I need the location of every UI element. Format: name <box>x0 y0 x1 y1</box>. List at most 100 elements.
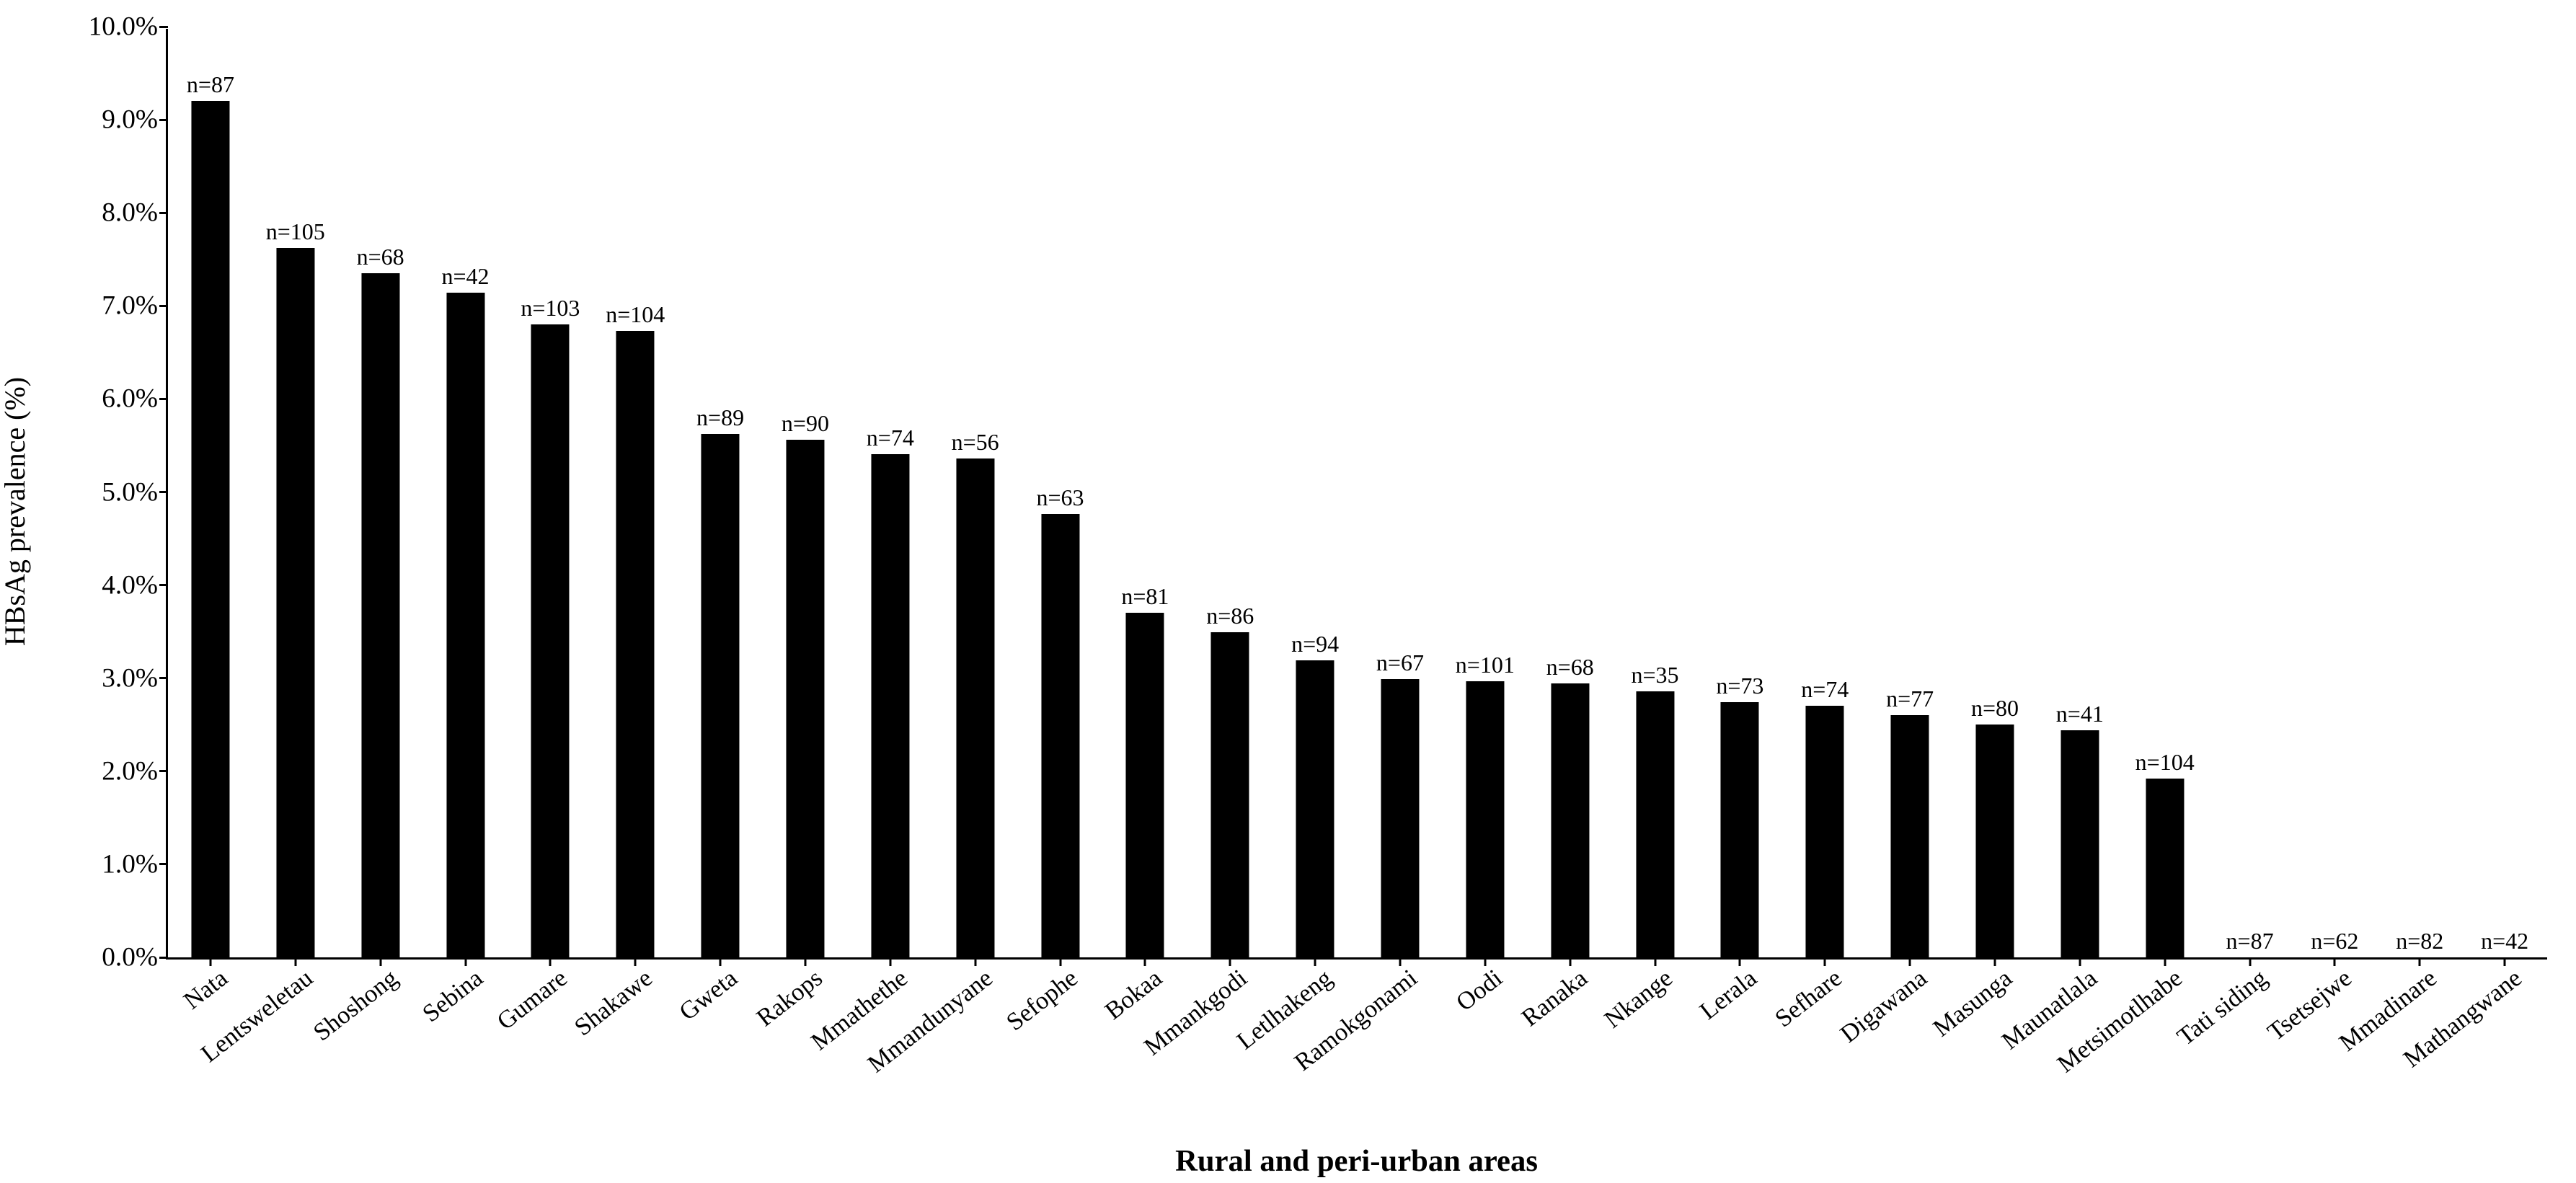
x-tick-label: Tati siding <box>2172 964 2272 1051</box>
y-tick-label: 5.0% <box>102 477 168 508</box>
bar <box>1041 514 1079 957</box>
bar-n-label: n=68 <box>1546 654 1594 683</box>
bar-n-label: n=73 <box>1716 673 1763 702</box>
x-tick-label: Digawana <box>1836 964 1933 1048</box>
bar <box>1466 681 1504 957</box>
bar-slot: n=105Lentsweletau <box>253 29 338 957</box>
bar-chart: HBsAg prevalence (%) 0.0%1.0%2.0%3.0%4.0… <box>0 0 2576 1183</box>
bar <box>956 458 994 957</box>
bar <box>531 324 570 957</box>
bar-n-label: n=82 <box>2396 928 2443 957</box>
bar <box>1551 683 1589 957</box>
bar <box>1296 660 1335 957</box>
bar-slot: n=42Mathangwane <box>2462 29 2547 957</box>
x-tick-label: Ranaka <box>1516 964 1593 1032</box>
y-axis-label: HBsAg prevalence (%) <box>0 46 32 977</box>
x-tick-label: Bokaa <box>1100 964 1168 1025</box>
bar-n-label: n=62 <box>2311 928 2358 957</box>
x-tick-label: Nkange <box>1599 964 1678 1034</box>
bar-n-label: n=77 <box>1886 686 1934 715</box>
x-tick <box>1484 957 1486 966</box>
bar-slot: n=81Bokaa <box>1102 29 1187 957</box>
bar-slot: n=56Mmandunyane <box>933 29 1018 957</box>
bar <box>1891 715 1929 957</box>
bar-n-label: n=89 <box>696 404 744 434</box>
bar-n-label: n=94 <box>1291 631 1339 660</box>
x-tick <box>1144 957 1146 966</box>
x-tick <box>1909 957 1911 966</box>
x-tick <box>1314 957 1316 966</box>
y-tick-label: 4.0% <box>102 570 168 601</box>
bar-n-label: n=90 <box>782 410 829 440</box>
bar-n-label: n=86 <box>1206 603 1254 632</box>
bar-slot: n=42Sebina <box>423 29 508 957</box>
x-tick <box>2079 957 2081 966</box>
bar-slot: n=82Mmadinare <box>2377 29 2462 957</box>
bar-slot: n=80Masunga <box>1952 29 2037 957</box>
bar-n-label: n=87 <box>2226 928 2274 957</box>
bar-slot: n=101Oodi <box>1443 29 1528 957</box>
x-tick <box>1569 957 1571 966</box>
bar <box>786 440 824 957</box>
bar-n-label: n=101 <box>1456 652 1515 681</box>
bar-slot: n=73Lerala <box>1697 29 1782 957</box>
x-tick <box>2334 957 2336 966</box>
x-tick <box>1993 957 1996 966</box>
y-tick-label: 2.0% <box>102 756 168 787</box>
y-tick-label: 9.0% <box>102 105 168 136</box>
x-tick-label: Sefhare <box>1770 964 1847 1033</box>
y-tick-label: 3.0% <box>102 663 168 694</box>
bar-slot: n=89Gweta <box>678 29 763 957</box>
bar <box>1721 702 1759 957</box>
bar <box>701 434 740 957</box>
x-tick <box>889 957 891 966</box>
bar-n-label: n=104 <box>2135 749 2195 779</box>
x-tick <box>464 957 466 966</box>
bar <box>361 273 399 957</box>
bar <box>446 293 484 957</box>
x-tick <box>379 957 381 966</box>
bar-slot: n=104Shakawe <box>593 29 678 957</box>
bar-n-label: n=80 <box>1971 695 2019 725</box>
bar-slot: n=41Maunatlala <box>2037 29 2123 957</box>
x-tick <box>294 957 296 966</box>
x-tick-label: Sefophe <box>1001 964 1083 1037</box>
bar-slot: n=87Nata <box>168 29 253 957</box>
bar <box>1126 613 1164 957</box>
x-tick <box>2419 957 2421 966</box>
x-tick-label: Sebina <box>417 964 488 1028</box>
bar <box>1975 725 2014 957</box>
bar <box>1636 691 1674 957</box>
bar-slot: n=94Letlhakeng <box>1272 29 1358 957</box>
x-tick <box>1399 957 1401 966</box>
y-tick-label: 7.0% <box>102 291 168 322</box>
x-tick <box>1229 957 1231 966</box>
x-tick <box>209 957 211 966</box>
y-tick-label: 10.0% <box>89 12 168 43</box>
bar-slot: n=74Sefhare <box>1782 29 1867 957</box>
x-tick <box>2249 957 2251 966</box>
x-tick <box>1739 957 1741 966</box>
x-tick-label: Lerala <box>1695 964 1763 1025</box>
bar-slot: n=68Shoshong <box>338 29 423 957</box>
plot-area: 0.0%1.0%2.0%3.0%4.0%5.0%6.0%7.0%8.0%9.0%… <box>166 29 2547 960</box>
x-tick <box>1824 957 1826 966</box>
bar-slot: n=87Tati siding <box>2208 29 2293 957</box>
x-tick <box>804 957 806 966</box>
bar-n-label: n=35 <box>1632 662 1679 691</box>
bar-slot: n=74Mmathethe <box>848 29 933 957</box>
bar <box>2146 779 2184 957</box>
bar <box>191 101 229 957</box>
bar-n-label: n=42 <box>441 263 489 293</box>
x-axis-title: Rural and peri-urban areas <box>166 1143 2547 1179</box>
x-tick-label: Oodi <box>1451 964 1508 1016</box>
bar-slot: n=68Ranaka <box>1528 29 1613 957</box>
bar-n-label: n=41 <box>2056 701 2104 730</box>
bar-slot: n=63Sefophe <box>1018 29 1103 957</box>
bar-n-label: n=42 <box>2481 928 2528 957</box>
x-tick <box>2504 957 2506 966</box>
x-tick <box>634 957 637 966</box>
bar-n-label: n=67 <box>1376 650 1424 679</box>
bar <box>1806 706 1844 957</box>
bar <box>2061 730 2099 957</box>
